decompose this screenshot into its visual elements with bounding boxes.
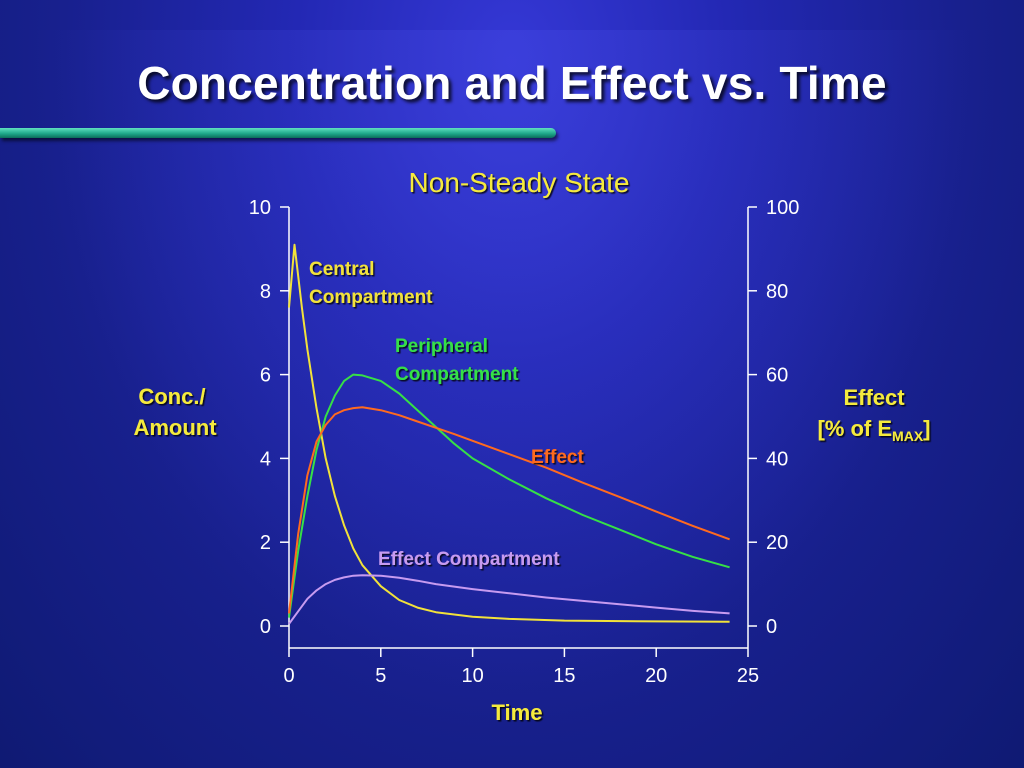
- y-axis-right-label-prefix: [% of E: [817, 416, 892, 441]
- title-accent-bar: [0, 128, 556, 138]
- y-axis-right-label: Effect: [843, 385, 905, 410]
- y-axis-left-label-line-2: Amount: [133, 415, 217, 440]
- series-label-line: Compartment: [395, 364, 519, 385]
- x-tick-label: 20: [645, 665, 667, 687]
- y-tick-left-label: 2: [260, 532, 271, 554]
- y-axis-right-label-subscript: MAX: [892, 428, 924, 444]
- series-label-effect: Effect: [531, 447, 584, 468]
- y-tick-right-label: 60: [766, 365, 788, 387]
- series-lines: [288, 243, 730, 625]
- series-label-line: Peripheral: [395, 336, 488, 357]
- y-tick-right-label: 0: [766, 616, 777, 638]
- series-label-effect-compartment: Effect Compartment: [378, 549, 560, 570]
- series-line-central-compartment: [288, 243, 730, 623]
- series-label-line: Central: [309, 259, 374, 280]
- y-tick-right-label: 100: [766, 197, 799, 219]
- y-tick-right-label: 80: [766, 281, 788, 303]
- series-line-effect: [288, 406, 730, 614]
- x-tick-label: 5: [375, 665, 386, 687]
- chart-title: Non-Steady State: [408, 167, 629, 198]
- x-axis-label: Time: [492, 700, 543, 725]
- x-tick-label: 0: [283, 665, 294, 687]
- y-axis-right-label-suffix: ]: [923, 416, 930, 441]
- y-tick-left-label: 0: [260, 616, 271, 638]
- y-tick-right-label: 20: [766, 532, 788, 554]
- series-label-line: Compartment: [309, 287, 433, 308]
- x-tick-label: 10: [461, 665, 483, 687]
- x-tick-label: 15: [553, 665, 575, 687]
- series-label-line: Effect: [531, 447, 584, 468]
- y-axis-left-label: Conc./ Amount: [133, 384, 217, 440]
- series-labels: Central Compartment Peripheral Compartment E…: [309, 259, 584, 570]
- series-label-peripheral-compartment: Peripheral Compartment: [395, 336, 519, 385]
- y-axis-left-label-line-1: Conc./: [138, 384, 205, 409]
- y-tick-left-label: 10: [249, 197, 271, 219]
- y-axis-right-label-line-2: [% of EMAX]: [817, 416, 930, 444]
- series-label-line: Effect Compartment: [378, 549, 560, 570]
- series-line-effect-compartment: [288, 574, 730, 625]
- slide-title: Concentration and Effect vs. Time: [137, 57, 887, 109]
- y-tick-right-label: 40: [766, 448, 788, 470]
- y-tick-left-label: 8: [260, 281, 271, 303]
- y-axis-right-label-line-1: Effect: [843, 385, 905, 410]
- series-line-peripheral-compartment: [288, 373, 730, 618]
- y-tick-left-label: 4: [260, 448, 271, 470]
- y-tick-left-label: 6: [260, 365, 271, 387]
- series-label-central-compartment: Central Compartment: [309, 259, 433, 308]
- x-tick-label: 25: [737, 665, 759, 687]
